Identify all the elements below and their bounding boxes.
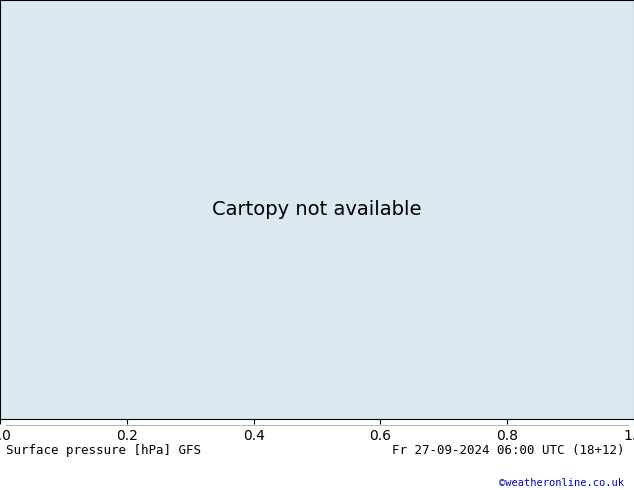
Text: Fr 27-09-2024 06:00 UTC (18+12): Fr 27-09-2024 06:00 UTC (18+12) — [392, 444, 624, 458]
Text: ©weatheronline.co.uk: ©weatheronline.co.uk — [500, 478, 624, 488]
Text: Surface pressure [hPa] GFS: Surface pressure [hPa] GFS — [6, 444, 202, 458]
Text: Cartopy not available: Cartopy not available — [212, 200, 422, 219]
